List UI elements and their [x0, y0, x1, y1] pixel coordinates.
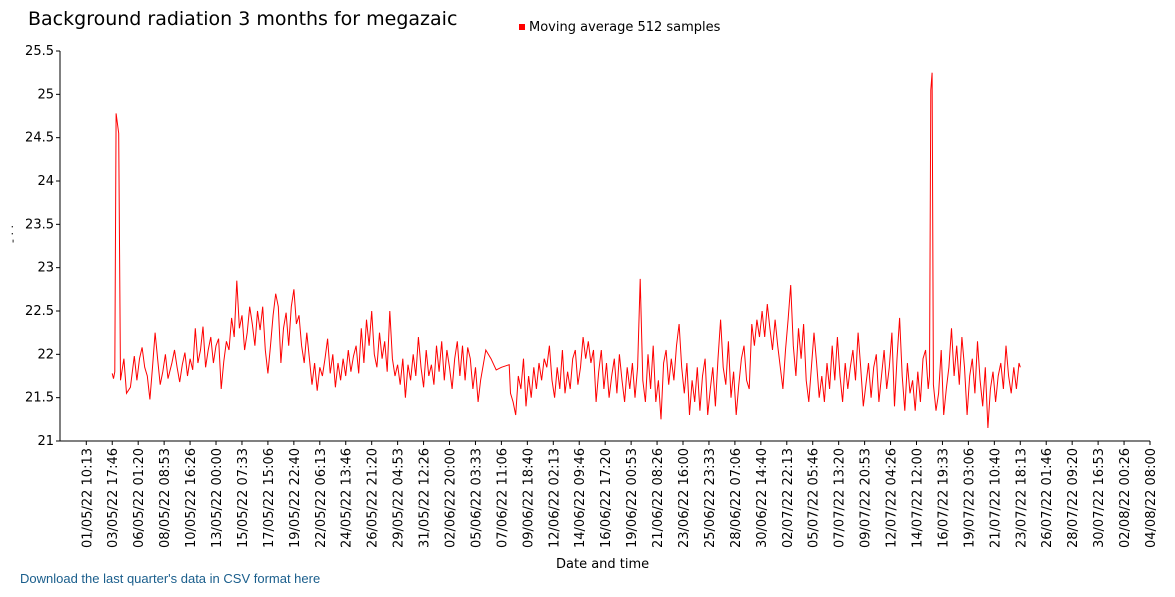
x-tick-label: 13/05/22 00:00	[210, 448, 225, 548]
x-tick-label: 03/05/22 17:46	[106, 448, 121, 548]
chart-title: Background radiation 3 months for megaza…	[28, 8, 458, 30]
legend-swatch	[519, 23, 525, 30]
x-tick-label: 06/05/22 01:20	[132, 448, 147, 548]
x-tick-label: 12/07/22 04:26	[885, 448, 900, 548]
x-tick-label: 12/06/22 02:13	[547, 448, 562, 548]
x-tick-label: 23/07/22 18:13	[1014, 448, 1029, 548]
y-tick-label: 21.5	[25, 391, 54, 406]
x-tick-label: 05/07/22 05:46	[807, 448, 822, 548]
x-tick-label: 08/05/22 08:53	[158, 448, 173, 548]
csv-download-link[interactable]: Download the last quarter's data in CSV …	[20, 571, 321, 586]
x-tick-label: 15/05/22 07:33	[236, 448, 251, 548]
y-tick-label: 22.5	[25, 304, 54, 319]
x-tick-label: 23/06/22 16:00	[677, 448, 692, 548]
x-axis-ticks: 01/05/22 10:13 03/05/22 17:46 06/05/22 01:…	[80, 441, 1159, 548]
x-tick-label: 28/06/22 07:06	[729, 448, 744, 548]
x-tick-label: 26/07/22 01:46	[1040, 448, 1055, 548]
x-tick-label: 28/07/22 09:20	[1066, 448, 1081, 548]
x-tick-label: 14/07/22 12:00	[911, 448, 926, 548]
y-tick-label: 23.5	[25, 217, 54, 232]
x-tick-label: 05/06/22 03:33	[469, 448, 484, 548]
x-tick-label: 24/05/22 13:46	[340, 448, 355, 548]
x-tick-label: 09/07/22 20:53	[859, 448, 874, 548]
series-line-moving-average	[111, 72, 1021, 429]
legend-entry-label: Moving average 512 samples	[529, 20, 721, 35]
x-tick-label: 02/08/22 00:26	[1118, 448, 1133, 548]
x-tick-label: 22/05/22 06:13	[314, 448, 329, 548]
legend: Moving average 512 samples	[519, 20, 720, 35]
x-tick-label: 16/07/22 19:33	[936, 448, 951, 548]
x-tick-label: 29/05/22 04:53	[392, 448, 407, 548]
x-tick-label: 21/07/22 10:40	[988, 448, 1003, 548]
x-tick-label: 19/06/22 00:53	[625, 448, 640, 548]
x-tick-label: 07/06/22 11:06	[495, 448, 510, 548]
x-tick-label: 09/06/22 18:40	[521, 448, 536, 548]
y-tick-label: 24.5	[25, 131, 54, 146]
x-tick-label: 21/06/22 08:26	[651, 448, 666, 548]
x-axis-label: Date and time	[556, 557, 650, 572]
x-tick-label: 26/05/22 21:20	[366, 448, 381, 548]
x-tick-label: 30/06/22 14:40	[755, 448, 770, 548]
y-tick-label: 24	[37, 174, 54, 189]
x-tick-label: 19/07/22 03:06	[962, 448, 977, 548]
x-tick-label: 16/06/22 17:20	[599, 448, 614, 548]
y-tick-label: 25.5	[25, 44, 54, 59]
y-axis-label: - · ·	[6, 225, 19, 243]
x-tick-label: 04/08/22 08:00	[1144, 448, 1159, 548]
x-tick-label: 19/05/22 22:40	[288, 448, 303, 548]
x-tick-label: 10/05/22 16:26	[184, 448, 199, 548]
y-tick-label: 23	[37, 261, 54, 276]
y-tick-label: 25	[37, 87, 54, 102]
x-tick-label: 02/07/22 22:13	[781, 448, 796, 548]
x-tick-label: 30/07/22 16:53	[1092, 448, 1107, 548]
y-axis-ticks: 21 21.5 22 22.5 23 23.5 24 24.5 25 25.5	[25, 44, 60, 449]
x-tick-label: 14/06/22 09:46	[573, 448, 588, 548]
x-tick-label: 02/06/22 20:00	[444, 448, 459, 548]
x-tick-label: 31/05/22 12:26	[418, 448, 433, 548]
x-tick-label: 17/05/22 15:06	[262, 448, 277, 548]
y-tick-label: 22	[37, 347, 54, 362]
x-tick-label: 25/06/22 23:33	[703, 448, 718, 548]
y-tick-label: 21	[37, 434, 54, 449]
x-tick-label: 01/05/22 10:13	[80, 448, 95, 548]
x-tick-label: 07/07/22 13:20	[833, 448, 848, 548]
